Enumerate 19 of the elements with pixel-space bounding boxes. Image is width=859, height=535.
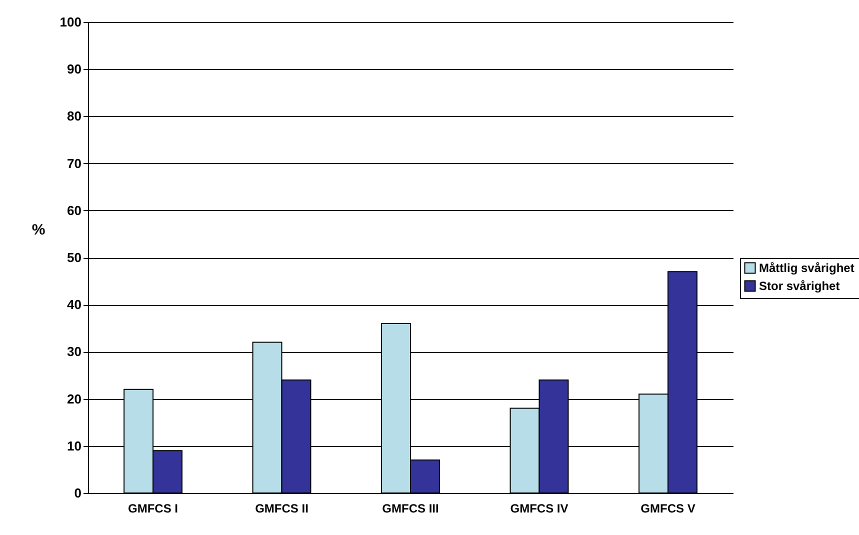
x-tick-label: GMFCS I	[128, 502, 178, 516]
x-tick-label: GMFCS IV	[510, 502, 568, 516]
legend-label: Måttlig svårighet	[759, 261, 854, 275]
y-tick-label: 50	[67, 250, 82, 265]
x-tick-label: GMFCS V	[640, 502, 696, 516]
y-tick-label: 60	[67, 202, 82, 218]
x-tick-label: GMFCS II	[255, 502, 308, 516]
y-tick-label: 20	[67, 391, 82, 406]
y-tick-label: 40	[67, 297, 82, 312]
y-tick-label: 70	[67, 156, 82, 171]
y-tick-label: 10	[67, 438, 82, 454]
y-tick-label: 100	[60, 14, 82, 30]
y-axis-title: %	[32, 222, 46, 238]
y-tick-label: 80	[67, 108, 82, 124]
y-tick-label: 30	[67, 344, 82, 360]
y-tick-label: 90	[67, 62, 82, 77]
legend-label: Stor svårighet	[759, 279, 840, 293]
y-tick-label: 0	[74, 486, 82, 500]
x-tick-label: GMFCS III	[382, 502, 439, 516]
